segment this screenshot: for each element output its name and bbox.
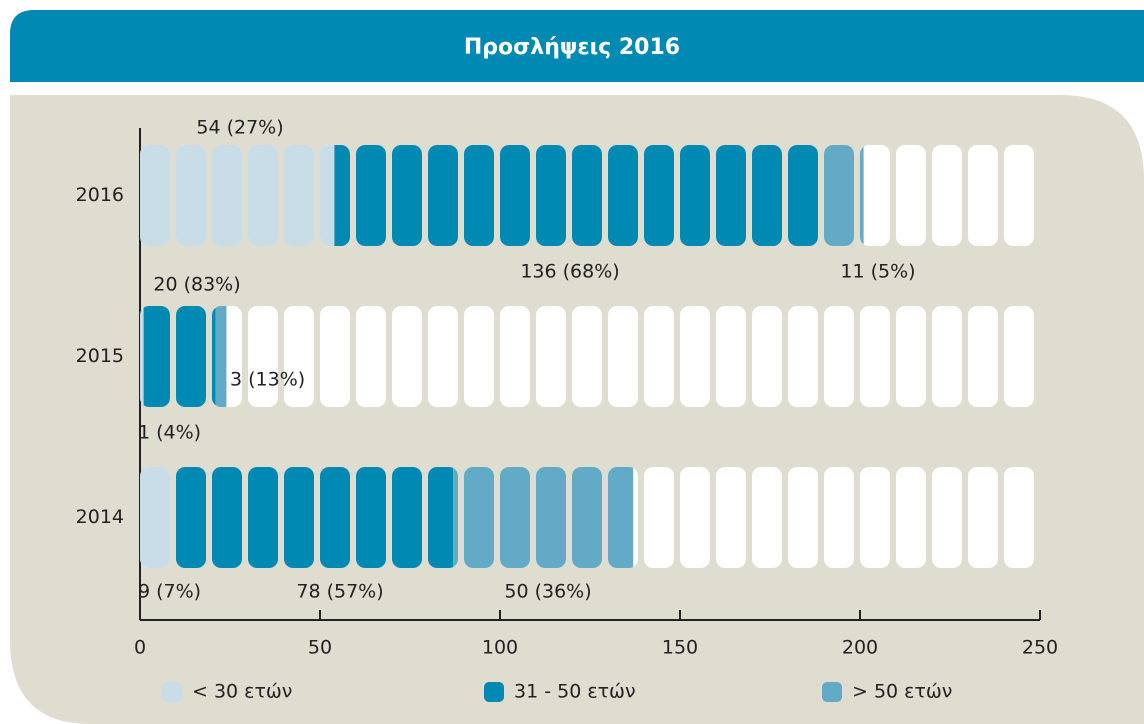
legend-label: 31 - 50 ετών xyxy=(514,681,636,703)
data-label: 78 (57%) xyxy=(296,581,383,603)
pill xyxy=(932,306,962,407)
pill xyxy=(1004,306,1034,407)
pill xyxy=(320,306,350,407)
data-label: 11 (5%) xyxy=(840,261,915,283)
data-label: 136 (68%) xyxy=(520,261,619,283)
pill xyxy=(824,306,854,407)
legend-swatch xyxy=(162,682,182,702)
pill xyxy=(680,467,710,568)
pill xyxy=(392,306,422,407)
legend-label: < 30 ετών xyxy=(192,681,292,703)
pill xyxy=(752,467,782,568)
y-tick-label: 2015 xyxy=(76,345,124,367)
pill xyxy=(1004,145,1034,246)
pill xyxy=(680,306,710,407)
pill xyxy=(788,467,818,568)
pill xyxy=(464,306,494,407)
pill xyxy=(788,306,818,407)
x-tick-label: 0 xyxy=(134,637,146,659)
pill xyxy=(860,145,890,246)
x-tick-label: 100 xyxy=(482,637,518,659)
bar-segment xyxy=(334,145,824,246)
pill xyxy=(608,306,638,407)
legend-swatch xyxy=(822,682,842,702)
pill xyxy=(824,467,854,568)
pill xyxy=(968,145,998,246)
bar-segment xyxy=(140,467,173,568)
y-tick-label: 2016 xyxy=(76,184,124,206)
pill xyxy=(896,467,926,568)
bar-segment xyxy=(140,145,335,246)
pill xyxy=(932,467,962,568)
x-tick-label: 150 xyxy=(662,637,698,659)
pill xyxy=(968,306,998,407)
x-tick-label: 250 xyxy=(1022,637,1058,659)
pill xyxy=(248,306,278,407)
pill xyxy=(860,306,890,407)
header-band xyxy=(10,10,1144,82)
bar-segment xyxy=(172,467,454,568)
data-label: 9 (7%) xyxy=(138,581,201,603)
bar-segment xyxy=(143,306,216,407)
pill xyxy=(572,306,602,407)
pill xyxy=(752,306,782,407)
data-label: 50 (36%) xyxy=(504,581,591,603)
pill xyxy=(500,306,530,407)
pill xyxy=(896,306,926,407)
pill xyxy=(536,306,566,407)
data-label: 1 (4%) xyxy=(138,422,201,444)
y-tick-label: 2014 xyxy=(76,506,124,528)
pill xyxy=(1004,467,1034,568)
pill xyxy=(896,145,926,246)
bar-segment xyxy=(215,306,227,407)
chart-title: Προσλήψεις 2016 xyxy=(464,35,680,60)
pill xyxy=(932,145,962,246)
data-label: 54 (27%) xyxy=(196,117,283,139)
pill xyxy=(716,467,746,568)
pill xyxy=(860,467,890,568)
legend-label: > 50 ετών xyxy=(852,681,952,703)
pill xyxy=(644,467,674,568)
pill xyxy=(644,306,674,407)
x-tick-label: 200 xyxy=(842,637,878,659)
pill xyxy=(284,306,314,407)
x-tick-label: 50 xyxy=(308,637,332,659)
pill xyxy=(356,306,386,407)
pill xyxy=(968,467,998,568)
pill xyxy=(716,306,746,407)
legend-swatch xyxy=(484,682,504,702)
data-label: 3 (13%) xyxy=(230,369,305,391)
bar-segment xyxy=(140,306,144,407)
data-label: 20 (83%) xyxy=(153,274,240,296)
pill xyxy=(428,306,458,407)
